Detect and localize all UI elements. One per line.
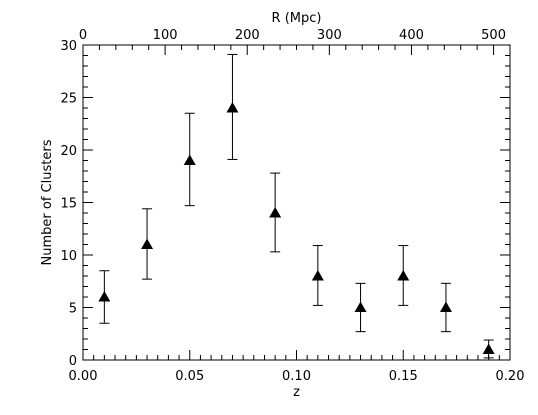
x-axis-label: z (293, 385, 300, 400)
data-point (269, 172, 282, 253)
y-tick-labels: 0 5 10 15 20 25 30 (60, 39, 77, 369)
top-tick-label: 0 (79, 28, 87, 43)
triangle-marker (311, 270, 324, 281)
top-axis-label: R (Mpc) (272, 11, 322, 26)
data-point (98, 270, 111, 324)
y-tick-label: 25 (60, 92, 77, 107)
data-point (311, 245, 324, 306)
major-ticks (82, 44, 511, 361)
top-tick-label: 300 (317, 28, 342, 43)
data-point (397, 245, 410, 306)
data-point (141, 208, 154, 280)
x-tick-label: 0.10 (282, 369, 311, 384)
y-axis-label: Number of Clusters (40, 139, 55, 265)
triangle-marker (354, 301, 367, 312)
x-tick-label: 0.05 (175, 369, 204, 384)
x-tick-label: 0.15 (389, 369, 418, 384)
y-tick-label: 15 (60, 197, 77, 212)
top-tick-label: 200 (235, 28, 260, 43)
minor-ticks (83, 45, 510, 360)
top-tick-label: 100 (153, 28, 178, 43)
y-tick-label: 0 (69, 354, 77, 369)
triangle-marker (98, 291, 111, 302)
y-tick-label: 30 (60, 39, 77, 54)
data-point (226, 53, 239, 160)
y-tick-label: 20 (60, 144, 77, 159)
top-tick-label: 400 (399, 28, 424, 43)
triangle-marker (439, 301, 452, 312)
triangle-marker (183, 154, 196, 165)
x-tick-label: 0.20 (496, 369, 525, 384)
triangle-marker (269, 207, 282, 218)
data-point (439, 282, 452, 333)
triangle-marker (397, 270, 410, 281)
top-tick-label: 500 (481, 28, 506, 43)
x-tick-label: 0.00 (69, 369, 98, 384)
data-points (98, 53, 495, 359)
x-tick-labels: 0.00 0.05 0.10 0.15 0.20 (69, 369, 525, 384)
data-point (354, 282, 367, 333)
y-tick-label: 10 (60, 249, 77, 264)
triangle-marker (141, 238, 154, 249)
y-tick-label: 5 (69, 302, 77, 317)
triangle-marker (482, 343, 495, 354)
data-point (183, 112, 196, 207)
top-tick-labels: 0 100 200 300 400 500 (79, 28, 506, 43)
data-point (482, 339, 495, 359)
triangle-marker (226, 102, 239, 113)
